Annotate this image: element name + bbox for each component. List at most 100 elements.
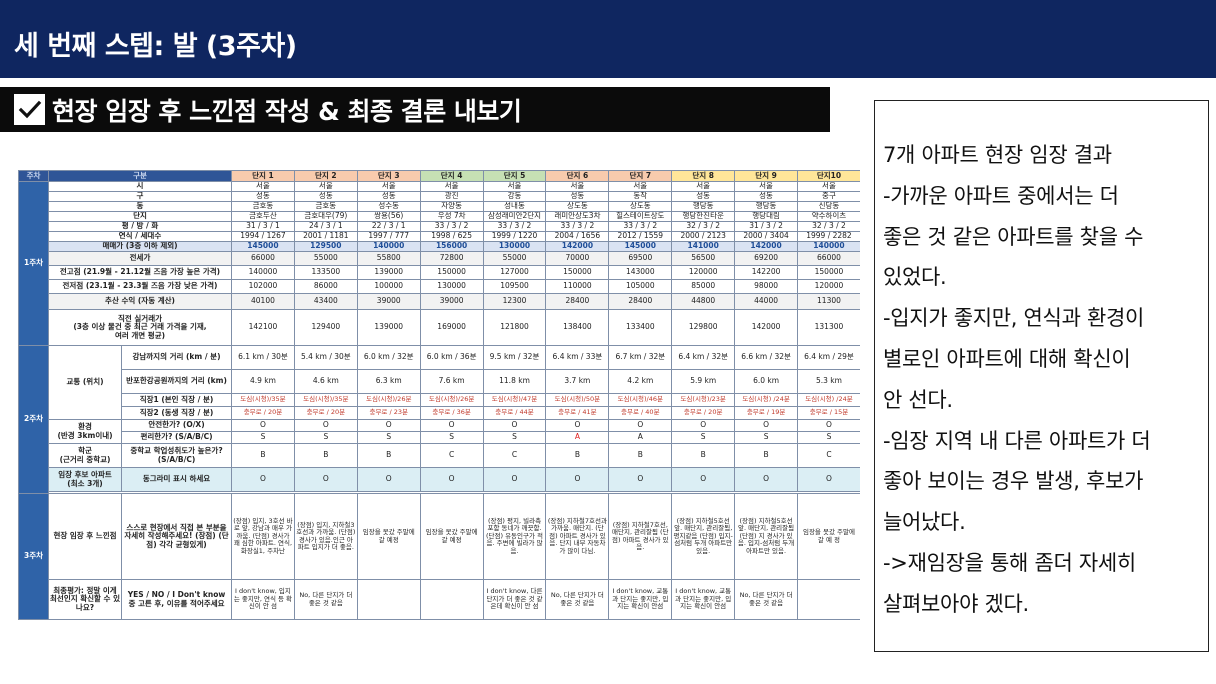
table-cell: 6.4 km / 33분 <box>545 345 610 370</box>
table-cell: 자양동 <box>419 201 484 212</box>
table-cell: 도심(시청)/35분 <box>231 393 295 407</box>
page-title: 세 번째 스텝: 발 (3주차) <box>14 31 297 62</box>
table-cell: 130000 <box>482 241 547 252</box>
note-line: 있었다. <box>883 265 947 290</box>
row-label: 직장1 (본인 직장 / 분) <box>121 393 232 407</box>
row-label: 직장2 (동생 직장 / 분) <box>121 406 232 420</box>
header-complex: 단지 8 <box>671 170 736 182</box>
table-cell: 도심(시청)/35분 <box>293 393 358 407</box>
table-cell: 145000 <box>231 241 295 252</box>
section-banner: 현장 임장 후 느낀점 작성 & 최종 결론 내보기 <box>0 87 830 132</box>
table-cell: O <box>293 419 358 432</box>
note-line: ->재임장을 통해 좀더 자세히 <box>883 550 1136 575</box>
table-cell: 28400 <box>608 293 673 310</box>
table-cell: 133500 <box>293 265 358 280</box>
table-cell: A <box>545 431 610 444</box>
table-cell: 55000 <box>293 251 358 266</box>
table-cell <box>419 579 484 620</box>
row-label: 전고점 (21.9월 - 21.12월 즈음 가장 높은 가격) <box>48 265 232 280</box>
table-cell: 130000 <box>419 279 484 294</box>
table-cell: 성동 <box>545 191 610 202</box>
table-cell: B <box>545 443 610 468</box>
table-cell: 69500 <box>608 251 673 266</box>
table-cell: 98000 <box>734 279 799 294</box>
table-row: 전저점 (23.1월 - 23.3월 즈음 가장 낮은 가격) 102000 860… <box>19 279 860 294</box>
table-cell: A <box>608 431 673 444</box>
table-cell: 5.4 km / 30분 <box>293 345 358 370</box>
header-complex: 단지 2 <box>293 170 358 182</box>
table-cell: 110000 <box>545 279 610 294</box>
table-cell: 충무로 / 44분 <box>482 406 547 420</box>
table-cell: 66000 <box>797 251 860 266</box>
row-label: 최종평가: 정말 이게 최선인지 확신할 수 있나요? <box>48 579 122 620</box>
row-label: 중학교 학업성취도가 높은가? (S/A/B/C) <box>121 443 232 468</box>
section-title: 현장 임장 후 느낀점 작성 & 최종 결론 내보기 <box>52 97 522 126</box>
table-cell: 33 / 3 / 2 <box>545 221 610 232</box>
week-label: 3주차 <box>18 493 49 620</box>
table-cell: 도심(시청) /24분 <box>797 393 860 407</box>
table-cell: 24 / 3 / 1 <box>293 221 358 232</box>
table-cell: 142000 <box>734 241 799 252</box>
table-cell <box>797 579 860 620</box>
table-row: 최종평가: 정말 이게 최선인지 확신할 수 있나요? YES / NO / I … <box>19 579 860 620</box>
table-cell: 임장을 못갔 주말에 갈 예 정 <box>797 493 860 580</box>
table-cell: No, 다른 단지가 더 좋은 것 같음 <box>734 579 799 620</box>
table-cell: I don't know, 다른 단지가 더 좋은 것 같은데 확신이 안 섬 <box>482 579 547 620</box>
table-cell: (장점) 지하철7호선, 매단지, 관리잘됨 (단점) 아파트 경사가 있음. <box>608 493 673 580</box>
table-cell: 6.0 km / 36분 <box>419 345 484 370</box>
table-cell: 금호동 <box>231 201 295 212</box>
note-line: 7개 아파트 현장 임장 결과 <box>883 143 1112 167</box>
table-cell: 140000 <box>231 265 295 280</box>
table-row: 단지 금호두산 금호대우(79) 쌍용(56) 우성 7차 삼성래미안2단지 래미안상도3차… <box>19 211 860 222</box>
table-cell: 142000 <box>545 241 610 252</box>
table-cell: 성동 <box>293 191 358 202</box>
table-cell: 행당대림 <box>734 211 799 222</box>
week-label: 2주차 <box>18 345 49 494</box>
checkbox-icon <box>14 94 45 125</box>
table-cell: 도심(시청)/23분 <box>671 393 736 407</box>
apartment-comparison-sheet: 주차 구분 단지 1 단지 2 단지 3 단지 4 단지 5 단지 6 단지 7 단지 8 단지 9… <box>18 170 860 640</box>
table-cell: 121800 <box>482 309 547 346</box>
row-label: 구 <box>48 191 232 202</box>
table-cell: 109500 <box>482 279 547 294</box>
row-label: 연식 / 세대수 <box>48 231 232 242</box>
table-cell: S <box>231 431 295 444</box>
group-label-line: (최소 3개) <box>67 478 103 488</box>
row-label: 전저점 (23.1월 - 23.3월 즈음 가장 낮은 가격) <box>48 279 232 294</box>
table-cell: O <box>671 467 736 492</box>
table-cell: 서울 <box>356 181 421 192</box>
table-cell: 12300 <box>482 293 547 310</box>
table-cell: 169000 <box>419 309 484 346</box>
note-line: 살펴보아야 겠다. <box>883 591 1029 616</box>
header-label: 구분 <box>48 170 232 182</box>
table-cell: 금호두산 <box>231 211 295 222</box>
table-cell: (장점) 입지, 지하철3호선과 가까움. (단점) 경사가 있음.인근 아파트… <box>293 493 358 580</box>
table-cell: 충무로 / 15분 <box>797 406 860 420</box>
table-cell: O <box>482 419 547 432</box>
table-cell: C <box>419 443 484 468</box>
table-cell: O <box>419 419 484 432</box>
table-cell: 120000 <box>671 265 736 280</box>
table-cell: 서울 <box>545 181 610 192</box>
table-cell: 11.8 km <box>482 369 547 394</box>
table-cell: 33 / 3 / 2 <box>608 221 673 232</box>
table-cell: 120000 <box>797 279 860 294</box>
table-cell: 142100 <box>231 309 295 346</box>
table-cell: 150000 <box>419 265 484 280</box>
group-label: 교통 (위치) <box>48 345 122 420</box>
table-cell: 도심(시청)/26분 <box>419 393 484 407</box>
table-cell: S <box>419 431 484 444</box>
conclusion-note: 7개 아파트 현장 임장 결과 -가까운 아파트 중에서는 더 좋은 것 같은 … <box>874 100 1209 652</box>
table-cell: 쌍용(56) <box>356 211 421 222</box>
table-row: 동 금호동 금호동 성수동 자양동 성내동 상도동 상도동 행당동 행당동 신당동 <box>19 201 860 212</box>
row-label: 반포한강공원까지의 거리 (km) <box>121 369 232 394</box>
table-cell: 156000 <box>419 241 484 252</box>
table-cell: 강동 <box>482 191 547 202</box>
table-cell: B <box>231 443 295 468</box>
table-cell: 2004 / 1656 <box>545 231 610 242</box>
table-cell: 140000 <box>797 241 860 252</box>
header-complex: 단지 6 <box>545 170 610 182</box>
table-cell: 66000 <box>231 251 295 266</box>
table-row: 주차 구분 단지 1 단지 2 단지 3 단지 4 단지 5 단지 6 단지 7 단지 8 단지 9… <box>18 170 860 182</box>
